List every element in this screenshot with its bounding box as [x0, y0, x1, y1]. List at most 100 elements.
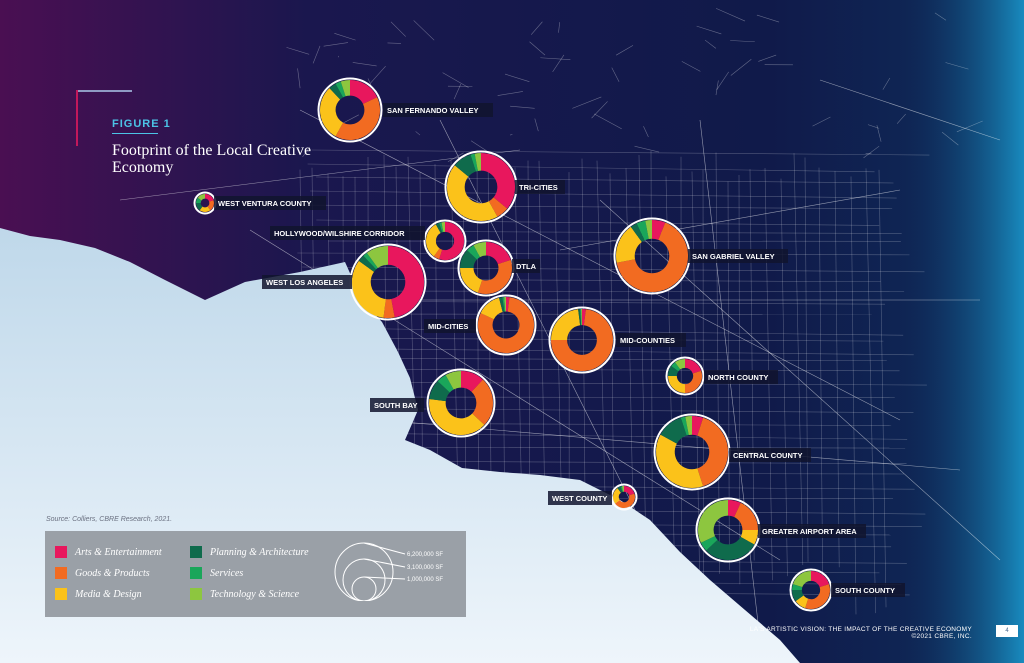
ring-segment-arts [623, 486, 635, 496]
ring-segment-planning [630, 223, 645, 243]
region-west-county[interactable]: WEST COUNTY [548, 483, 638, 511]
ring-segment-media [199, 206, 211, 212]
ring-segment-goods [433, 248, 443, 260]
ring-segment-arts [480, 153, 515, 209]
region-tri-cities[interactable]: TRI-CITIES [444, 150, 566, 224]
region-label-bg [704, 370, 778, 384]
ring-segment-technology [197, 194, 206, 201]
region-san-fernando-valley[interactable]: SAN FERNANDO VALLEY [317, 77, 494, 143]
ring-segment-media [320, 88, 344, 137]
legend-label-technology: Technology & Science [210, 588, 300, 600]
legend-swatch-media [55, 588, 67, 600]
ring-segment-technology [675, 359, 686, 370]
size-circle-small [351, 576, 377, 601]
region-hollywood-wilshire-corridor[interactable]: HOLLYWOOD/WILSHIRE CORRIDOR [270, 219, 467, 263]
ring-segment-media [613, 488, 622, 504]
region-halo [665, 356, 705, 396]
legend-item-goods: Goods & Products [55, 567, 150, 579]
ring-segment-goods [478, 297, 534, 353]
region-label-bg [512, 259, 540, 273]
region-west-ventura-county[interactable]: WEST VENTURA COUNTY [193, 191, 327, 215]
ring-segment-arts [439, 222, 464, 260]
ring-segment-media [551, 309, 581, 341]
region-central-county[interactable]: CENTRAL COUNTY [653, 413, 812, 491]
region-label-bg [515, 180, 565, 194]
region-south-bay[interactable]: SOUTH BAY [370, 368, 496, 438]
ring-segment-goods [684, 370, 702, 393]
footer-credit: LA'S ARTISTIC VISION: THE IMPACT OF THE … [750, 626, 972, 640]
ring-segment-goods [733, 502, 758, 531]
region-san-gabriel-valley[interactable]: SAN GABRIEL VALLEY [613, 217, 789, 295]
ring-segment-planning [429, 381, 451, 402]
size-circle-medium [342, 558, 386, 601]
legend-swatch-goods [55, 567, 67, 579]
ring-segment-arts [684, 359, 702, 374]
region-mid-cities[interactable]: MID-CITIES [424, 294, 537, 356]
ring-segment-arts [485, 242, 511, 265]
region-label-bg [758, 524, 866, 538]
ring-segment-technology [698, 500, 729, 543]
legend-swatch-technology [190, 588, 202, 600]
region-label: SOUTH BAY [374, 401, 417, 410]
legend-label-arts: Arts & Entertainment [75, 546, 162, 558]
legend-swatch-arts [55, 546, 67, 558]
ring-segment-goods [471, 379, 493, 425]
legend-item-media: Media & Design [55, 588, 142, 600]
ring-segment-arts [727, 500, 741, 518]
region-halo [475, 294, 537, 356]
region-label-bg [270, 226, 425, 240]
ring-segment-arts [349, 80, 378, 105]
region-south-county[interactable]: SOUTH COUNTY [789, 568, 906, 612]
ring-segment-planning [660, 417, 688, 445]
region-mid-counties[interactable]: MID-COUNTIES [548, 306, 687, 374]
legend-swatch-services [190, 567, 202, 579]
legend-swatch-planning [190, 546, 202, 558]
region-label: HOLLYWOOD/WILSHIRE CORRIDOR [274, 229, 405, 238]
region-dtla[interactable]: DTLA [457, 239, 541, 297]
region-label-bg [548, 491, 612, 505]
region-halo [317, 77, 383, 143]
region-label: WEST LOS ANGELES [266, 278, 343, 287]
ring-segment-services [470, 153, 479, 172]
ring-segment-media [429, 398, 485, 435]
region-label: GREATER AIRPORT AREA [762, 527, 857, 536]
region-greater-airport-area[interactable]: GREATER AIRPORT AREA [695, 497, 867, 563]
ring-segment-services [680, 416, 689, 436]
region-label-bg [262, 275, 352, 289]
region-west-los-angeles[interactable]: WEST LOS ANGELES [262, 243, 427, 321]
region-label-bg [616, 333, 686, 347]
legend-label-services: Services [210, 567, 244, 579]
figure-corner-line [76, 90, 132, 92]
ring-segment-media [352, 260, 387, 318]
ring-segment-goods [615, 493, 635, 508]
size-leader-medium [363, 558, 406, 568]
ring-segment-services [363, 252, 378, 270]
region-north-county[interactable]: NORTH COUNTY [665, 356, 779, 396]
ring-segment-services [636, 220, 650, 241]
ring-segment-services [196, 197, 202, 204]
region-label-bg [424, 319, 476, 333]
region-label-bg [370, 398, 424, 412]
size-circle-large [334, 542, 394, 601]
ring-segment-planning [196, 202, 203, 211]
region-label-bg [831, 583, 905, 597]
ring-segment-services [792, 584, 803, 591]
legend-item-technology: Technology & Science [190, 588, 299, 600]
ring-segment-media [616, 226, 643, 263]
region-halo [426, 368, 496, 438]
region-label-bg [383, 103, 493, 117]
ring-segment-arts [810, 571, 830, 588]
page-number: 4 [996, 625, 1018, 637]
region-label: WEST VENTURA COUNTY [218, 199, 311, 208]
ring-segment-services [700, 535, 718, 551]
region-label: WEST COUNTY [552, 494, 607, 503]
legend-label-media: Media & Design [75, 588, 142, 600]
figure-title: Footprint of the Local Creative Economy [112, 142, 312, 176]
legend-item-arts: Arts & Entertainment [55, 546, 162, 558]
ring-segment-planning [329, 83, 344, 100]
ring-segment-media [426, 224, 442, 257]
ring-segment-planning [668, 366, 679, 377]
region-label-bg [688, 249, 788, 263]
region-label: TRI-CITIES [519, 183, 558, 192]
